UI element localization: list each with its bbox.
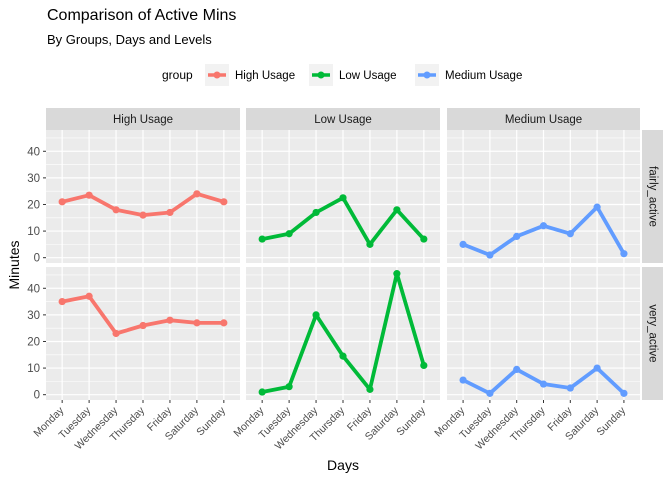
data-series [258,194,428,248]
data-point [139,211,147,219]
facet-row-strip [642,130,663,263]
y-tick-label: 30 [27,310,40,322]
data-point [58,198,66,206]
data-point [459,240,467,248]
facet-panel [447,267,640,400]
data-point [312,311,320,319]
data-point [420,235,428,243]
data-series [258,270,428,396]
data-point [339,194,347,202]
facet-panel [246,267,440,400]
y-tick-label: 10 [27,226,40,238]
data-point [539,222,548,230]
y-tick-label: 10 [27,363,40,375]
data-point [459,376,467,384]
data-point [166,316,174,324]
legend-label: Low Usage [339,70,397,82]
data-point [285,230,293,238]
facet-strip [246,108,440,130]
y-axis-title: Minutes [6,240,22,289]
data-point [58,297,66,306]
data-point [85,292,93,300]
x-tick-label: Sunday [394,404,428,438]
data-point [220,198,228,206]
facet-strip-label: Medium Usage [505,114,582,126]
x-tick-label: Sunday [594,404,628,438]
chart-title: Comparison of Active Mins [47,7,237,24]
chart-legend: group High Usage Low Usage Medium Usage [162,64,522,86]
data-point [513,232,521,240]
y-tick-label: 40 [27,146,40,158]
facet-strip-label: High Usage [113,114,173,126]
data-series [459,203,628,259]
legend-item: Low Usage [309,64,397,86]
y-tick-label: 0 [34,253,40,265]
data-point [339,352,347,360]
data-point [193,190,201,198]
legend-key-point [317,71,325,79]
data-point [220,319,228,327]
y-tick-label: 40 [27,283,40,295]
facet-strip-label: Low Usage [314,114,372,126]
data-point [539,380,548,388]
legend-title: group [162,68,193,82]
data-point [566,230,574,238]
data-point [193,319,201,327]
facet-strip [447,108,640,130]
data-series [459,364,628,397]
facet-row-strip-label: fairly_active [646,166,658,227]
y-tick-label: 20 [27,199,40,211]
chart-subtitle: By Groups, Days and Levels [47,32,212,47]
data-series [58,190,228,219]
facet-strip [46,108,240,130]
data-point [285,383,293,391]
y-tick-label: 30 [27,173,40,185]
facet-panel [447,130,640,263]
data-point [593,364,601,372]
data-point [112,206,120,214]
data-point [139,321,147,330]
data-series [58,292,228,338]
facet-row-strip-label: very_active [646,304,658,362]
data-point [393,206,401,214]
y-tick-label: 0 [34,390,40,402]
legend-label: Medium Usage [445,70,522,82]
legend-item: Medium Usage [415,64,522,86]
y-tick-label: 20 [27,336,40,348]
facet-row-strip [642,267,663,400]
data-point [486,251,494,259]
legend-label: High Usage [235,70,295,82]
data-point [258,388,266,396]
data-point [366,240,374,248]
data-point [166,208,174,217]
data-point [312,208,320,217]
facet-panel [46,267,240,400]
data-point [566,384,574,392]
data-point [620,250,628,258]
data-point [85,191,93,199]
data-point [420,361,428,370]
data-point [366,385,374,393]
data-point [593,203,601,211]
legend-key-point [213,71,221,79]
x-axis-title: Days [327,457,359,473]
data-point [258,235,266,243]
data-point [112,329,120,338]
legend-item: High Usage [205,64,295,86]
data-point [393,270,401,278]
data-point [486,389,494,397]
x-tick-label: Sunday [194,404,228,438]
legend-key-point [423,71,431,79]
data-point [513,365,521,374]
data-point [620,389,628,397]
